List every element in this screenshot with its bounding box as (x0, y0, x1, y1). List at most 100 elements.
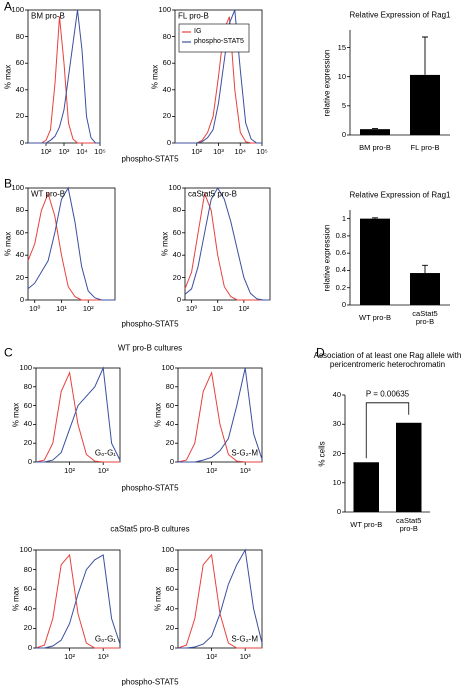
y-axis-label: % max (150, 64, 160, 89)
annotation: P = 0.00635 (365, 389, 410, 399)
y-tick-label: 20 (162, 111, 171, 121)
y-tick-label: 60 (15, 58, 24, 68)
y-tick-label: 80 (23, 564, 32, 574)
y-tick-label: 80 (165, 564, 174, 574)
legend-label: IG (194, 28, 202, 36)
y-tick-label: 60 (165, 400, 174, 410)
histogram-curve (35, 370, 120, 463)
x-tick-label: 10² (82, 303, 94, 313)
y-tick-label: 0 (341, 129, 346, 139)
histogram-curve (175, 9, 262, 144)
y-tick-label: 20 (172, 272, 181, 282)
y-tick-label: 0 (166, 137, 171, 147)
y-axis-label: % max (3, 64, 13, 89)
y-tick-label: 100 (19, 362, 32, 372)
x-tick-label: 10² (64, 651, 76, 661)
histogram-curve (28, 16, 100, 144)
y-tick-label: 40 (23, 603, 32, 613)
x-tick-label: 10¹ (212, 303, 224, 313)
y-tick-label: 0 (27, 642, 32, 652)
x-tick-label: 10⁰ (29, 303, 41, 313)
annotation: S-G₂-M (231, 634, 258, 644)
y-tick-label: 100 (11, 182, 24, 192)
y-tick-label: 40 (172, 250, 181, 260)
x-tick-label: 10¹ (56, 303, 67, 313)
y-tick-label: 10 (337, 71, 346, 81)
histogram-curve (27, 186, 115, 301)
y-tick-label: 60 (165, 584, 174, 594)
x-tick-label: caStat5 pro-B (412, 308, 438, 326)
plot-frame (27, 9, 101, 144)
annotation: S-G₂-M (231, 448, 258, 458)
y-tick-label: 80 (15, 205, 24, 215)
y-tick-label: 100 (161, 362, 174, 372)
bar (410, 273, 440, 305)
y-tick-label: 100 (19, 544, 32, 554)
y-axis-label: relative expression (322, 49, 332, 116)
histogram-curve (28, 9, 100, 144)
y-tick-label: 20 (332, 448, 341, 458)
y-axis-label: % max (3, 231, 13, 257)
y-tick-label: 40 (15, 250, 24, 260)
y-tick-label: 0 (169, 642, 174, 652)
x-tick-label: 10² (206, 465, 218, 475)
y-axis-label: % max (160, 231, 170, 257)
y-tick-label: 0.6 (335, 248, 346, 258)
legend-label: phospho-STAT5 (194, 38, 244, 46)
y-tick-label: 0 (336, 506, 341, 516)
bar (410, 74, 440, 135)
x-tick-label: FL pro-B (410, 142, 440, 152)
y-tick-label: 60 (23, 584, 32, 594)
y-tick-label: 10 (332, 477, 341, 487)
chart-title: Association of at least one Rag allele w… (313, 351, 462, 369)
bar (360, 218, 390, 305)
y-tick-label: 20 (15, 111, 24, 121)
histogram-curve (36, 554, 121, 649)
error-bar (372, 217, 378, 219)
y-tick-label: 20 (23, 623, 32, 633)
histogram-curve (177, 370, 262, 463)
x-tick-label: 10² (191, 146, 203, 156)
y-axis-label: % max (153, 586, 163, 612)
histogram-curve (36, 366, 121, 463)
panel-label: C (4, 345, 13, 360)
bar (353, 462, 379, 512)
y-tick-label: 80 (165, 381, 174, 391)
legend-frame (178, 23, 250, 53)
y-tick-label: 0 (176, 294, 181, 304)
x-tick-label: 10⁵ (256, 146, 268, 156)
y-tick-label: 0 (19, 137, 24, 147)
y-tick-label: 60 (15, 227, 24, 237)
chart-title: FL pro-B (178, 11, 209, 21)
panel-label: D (316, 345, 325, 360)
annotation: G₀-G₁ (94, 634, 116, 644)
x-axis-label: phospho-STAT5 (121, 154, 179, 164)
x-tick-label: WT pro-B (350, 519, 383, 529)
bar (396, 422, 422, 512)
significance-bracket (365, 402, 410, 459)
x-tick-label: 10³ (239, 465, 251, 475)
y-tick-label: 0 (27, 456, 32, 466)
x-tick-label: 10² (40, 146, 52, 156)
y-tick-label: 40 (15, 84, 24, 94)
plot-frame (35, 549, 121, 649)
plot-frame (184, 187, 271, 301)
y-tick-label: 20 (15, 272, 24, 282)
y-tick-label: 60 (162, 58, 171, 68)
annotation: G₀-G₁ (94, 448, 116, 458)
y-tick-label: 20 (165, 438, 174, 448)
y-tick-label: 0.2 (335, 282, 346, 292)
error-bar (422, 36, 428, 75)
y-tick-label: 100 (168, 182, 181, 192)
panel-label: A (4, 0, 13, 14)
panel-label: B (4, 176, 13, 191)
y-tick-label: 40 (23, 419, 32, 429)
section-title: caStat5 pro-B cultures (110, 524, 190, 534)
y-axis-label: % max (153, 402, 163, 428)
x-tick-label: 10⁴ (76, 146, 88, 156)
histogram-curve (27, 192, 115, 301)
x-tick-label: 10³ (213, 146, 224, 156)
y-tick-label: 100 (161, 544, 174, 554)
y-axis-label: relative expression (322, 224, 332, 291)
y-tick-label: 40 (165, 603, 174, 613)
